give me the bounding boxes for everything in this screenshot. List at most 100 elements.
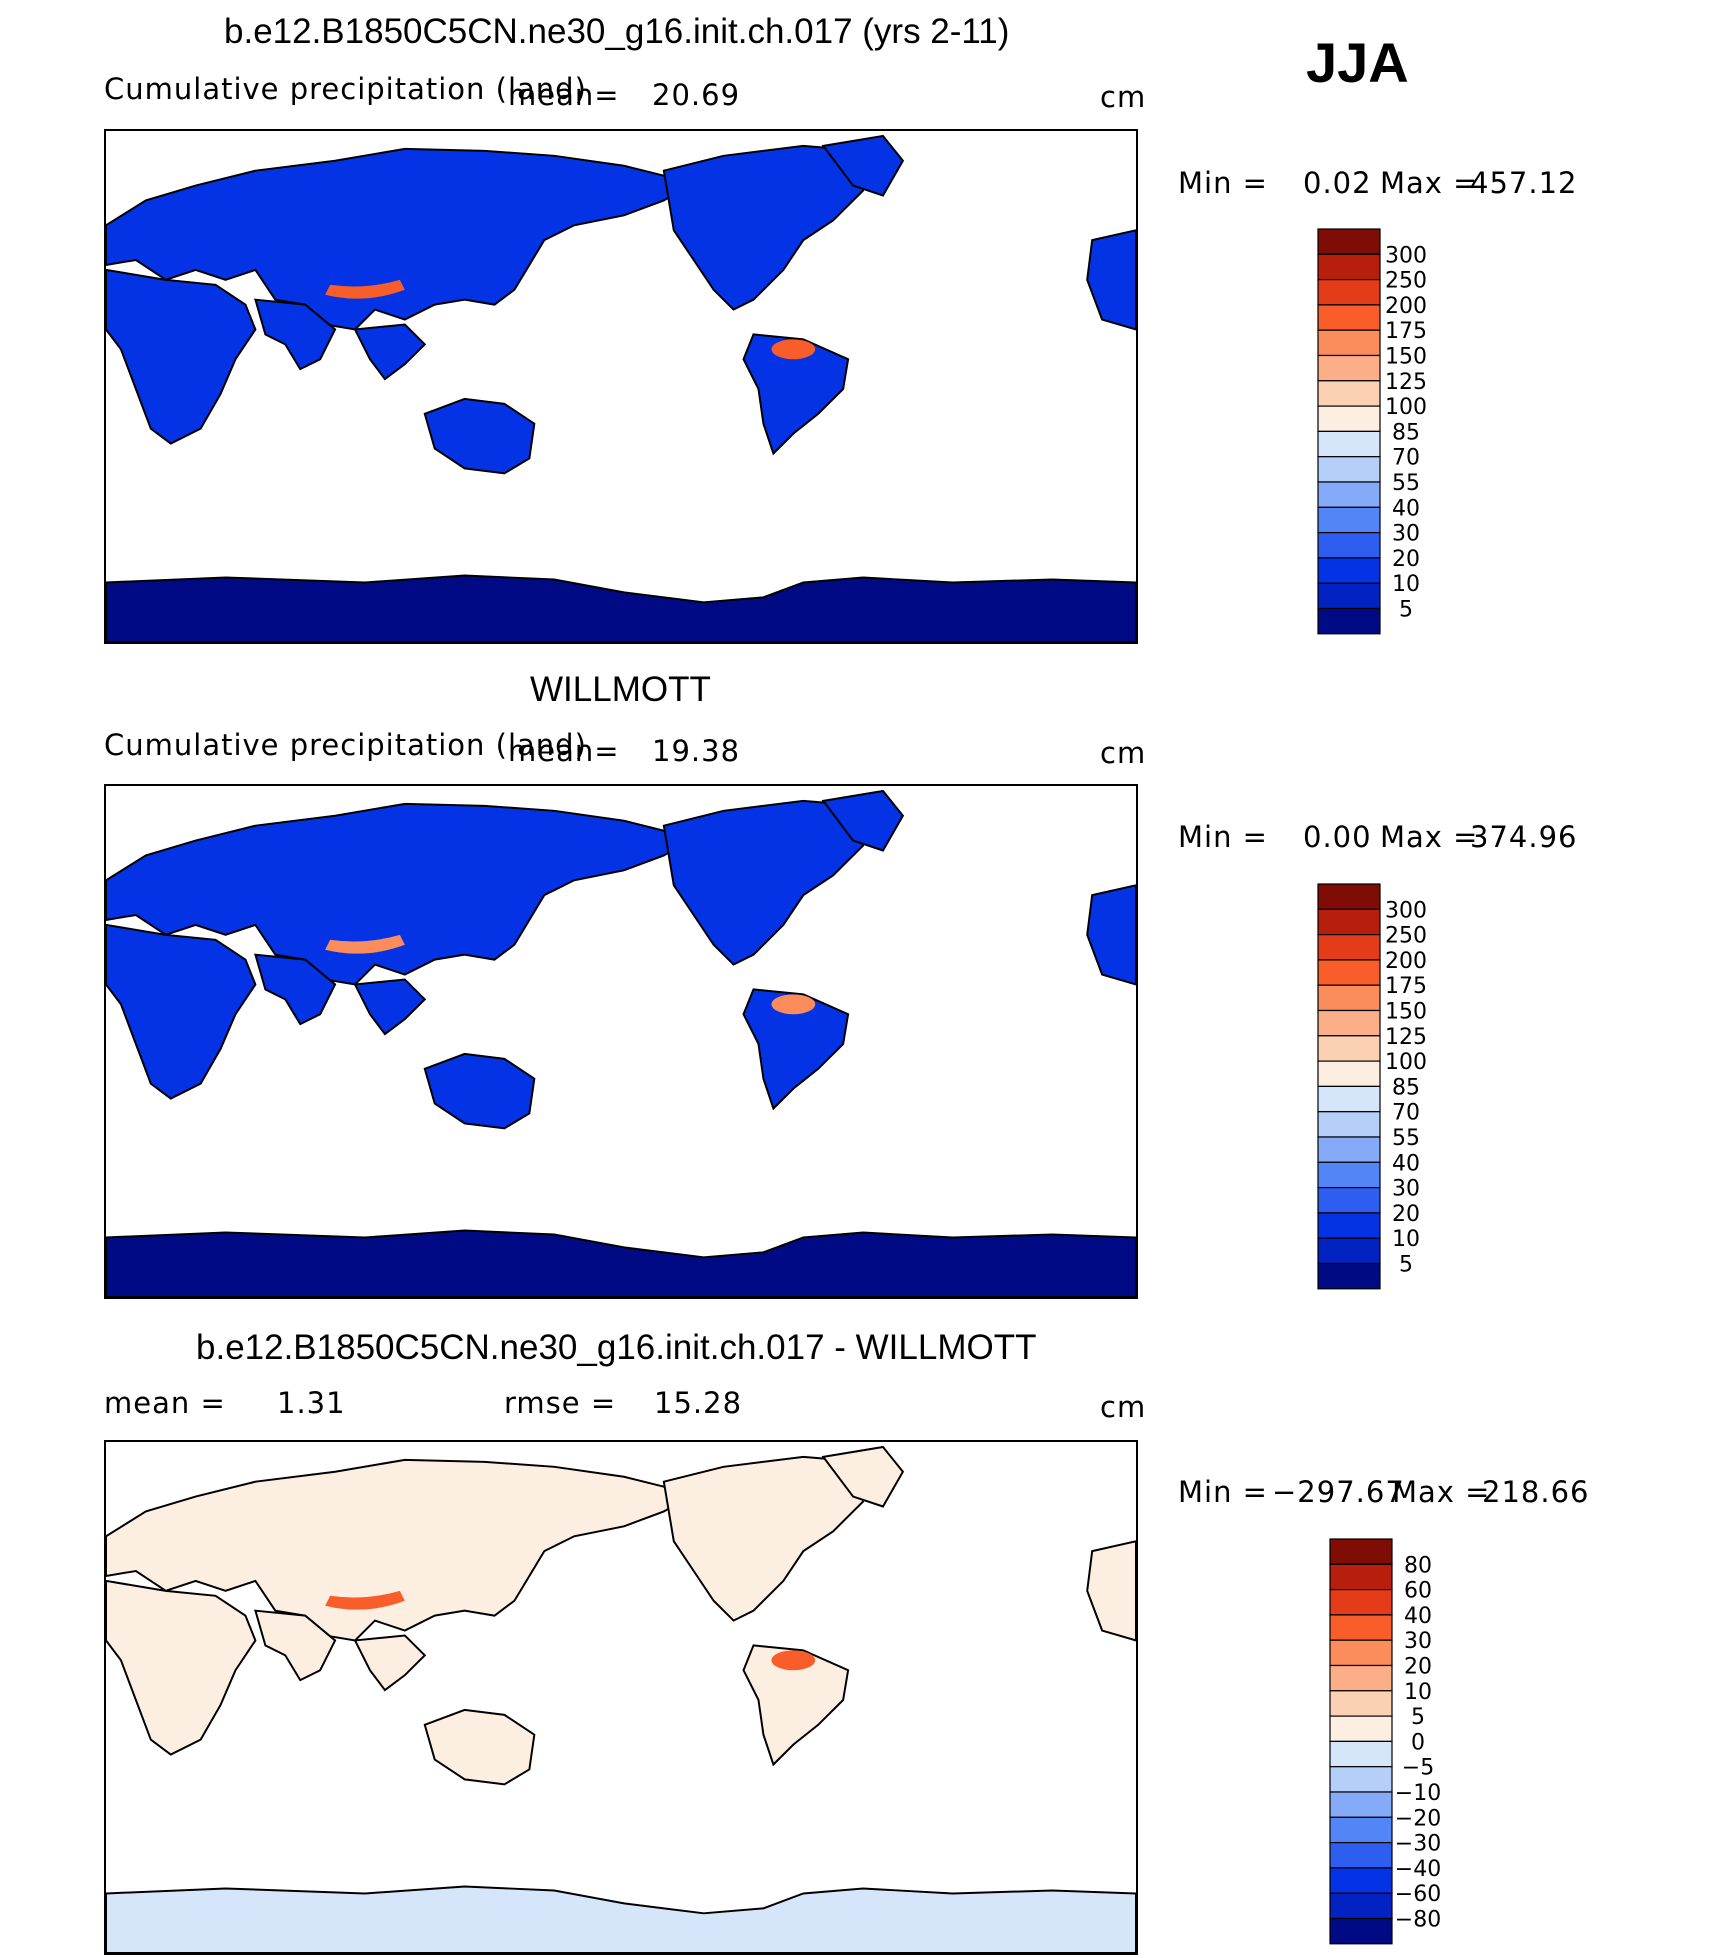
colorbar-tick-label: 30 xyxy=(1404,1629,1432,1654)
amazon-feature xyxy=(771,1650,816,1671)
colorbar-tick-label: 85 xyxy=(1392,420,1420,445)
colorbar-tick-label: 80 xyxy=(1404,1553,1432,1578)
panel-3-max-value: 218.66 xyxy=(1482,1475,1590,1509)
colorbar-tick-label: 200 xyxy=(1385,294,1427,319)
colorbar-tick-label: 85 xyxy=(1392,1075,1420,1100)
west-africa-edge-landmass xyxy=(1086,884,1136,986)
colorbar-box xyxy=(1329,1892,1393,1920)
west-africa-edge-landmass xyxy=(1086,229,1136,331)
panel-1-max-label: Max = xyxy=(1380,166,1479,200)
colorbar-box xyxy=(1329,1867,1393,1894)
panel-1-landmass xyxy=(106,134,1136,642)
colorbar-tick-label: 30 xyxy=(1392,522,1420,547)
colorbar-tick-label: −20 xyxy=(1395,1806,1441,1831)
south-america-landmass xyxy=(742,333,850,456)
colorbar-tick-label: 125 xyxy=(1385,1025,1427,1050)
panel-1-units: cm xyxy=(1100,80,1147,114)
europe-asia-landmass xyxy=(106,147,691,331)
africa-landmass xyxy=(106,268,257,445)
colorbar-box xyxy=(1329,1639,1393,1667)
europe-asia-landmass xyxy=(106,802,691,986)
colorbar-box xyxy=(1317,1035,1381,1062)
panel-1-mean-value: 20.69 xyxy=(652,78,741,112)
panel-1-min-label: Min = xyxy=(1178,166,1268,200)
colorbar-tick-label: 175 xyxy=(1385,319,1427,344)
colorbar-tick-label: 10 xyxy=(1392,1227,1420,1252)
antarctica-landmass xyxy=(106,1229,1136,1297)
panel-2-colorbar: 300 250 200 175 150 125 100 85 70 55 40 30 20 10 5 xyxy=(1317,883,1458,1294)
panel-3-map xyxy=(104,1440,1138,1955)
europe-asia-landmass xyxy=(106,1458,691,1642)
panel-2-min-value: 0.00 xyxy=(1303,820,1372,854)
colorbar-tick-label: 40 xyxy=(1392,496,1420,521)
colorbar-tick-label: 0 xyxy=(1411,1730,1425,1755)
panel-1-title: b.e12.B1850C5CN.ne30_g16.init.ch.017 (yr… xyxy=(224,12,1010,51)
panel-3-min-value: −297.67 xyxy=(1272,1475,1405,1509)
colorbar-tick-label: −60 xyxy=(1395,1882,1441,1907)
colorbar-box xyxy=(1329,1842,1393,1869)
colorbar-tick-label: 70 xyxy=(1392,1101,1420,1126)
panel-1-variable-label: Cumulative precipitation (land) xyxy=(104,72,587,106)
colorbar-box xyxy=(1317,1212,1381,1239)
west-africa-edge-landmass xyxy=(1086,1540,1136,1642)
colorbar-tick-label: 20 xyxy=(1392,1202,1420,1227)
panel-3-max-label: Max = xyxy=(1392,1475,1491,1509)
greenland-landmass xyxy=(821,789,905,852)
colorbar-box xyxy=(1317,228,1381,255)
colorbar-box xyxy=(1329,1816,1393,1844)
amazon-feature xyxy=(771,339,816,360)
colorbar-box xyxy=(1317,380,1381,407)
colorbar-box xyxy=(1317,405,1381,433)
southeast-asia-landmass xyxy=(353,323,427,381)
colorbar-box xyxy=(1317,607,1381,635)
panel-1-colorbar: 300 250 200 175 150 125 100 85 70 55 40 30 20 10 5 xyxy=(1317,228,1458,639)
colorbar-tick-label: 125 xyxy=(1385,370,1427,395)
colorbar-tick-label: 175 xyxy=(1385,974,1427,999)
colorbar-tick-label: 40 xyxy=(1392,1151,1420,1176)
colorbar-tick-label: −80 xyxy=(1395,1908,1441,1933)
colorbar-tick-label: 10 xyxy=(1404,1680,1432,1705)
colorbar-box xyxy=(1317,1085,1381,1113)
colorbar-tick-label: 150 xyxy=(1385,345,1427,370)
southeast-asia-landmass xyxy=(353,978,427,1036)
colorbar-box xyxy=(1317,1262,1381,1290)
southeast-asia-landmass xyxy=(353,1634,427,1692)
panel-3-mean-value: 1.31 xyxy=(277,1386,346,1420)
panel-2-landmass xyxy=(106,789,1136,1297)
panel-2-mean-value: 19.38 xyxy=(652,734,741,768)
panel-3-mean-label: mean = xyxy=(104,1386,226,1420)
colorbar-box xyxy=(1329,1917,1393,1945)
colorbar-box xyxy=(1317,481,1381,508)
colorbar-box xyxy=(1317,532,1381,559)
panel-1-max-value: 457.12 xyxy=(1470,166,1578,200)
north-america-landmass xyxy=(662,1455,865,1622)
africa-landmass xyxy=(106,1579,257,1756)
north-america-landmass xyxy=(662,799,865,966)
colorbar-tick-label: 55 xyxy=(1392,471,1420,496)
colorbar-tick-label: 250 xyxy=(1385,269,1427,294)
colorbar-box xyxy=(1329,1563,1393,1591)
colorbar-box xyxy=(1317,1009,1381,1037)
colorbar-box xyxy=(1329,1588,1393,1616)
panel-2-min-label: Min = xyxy=(1178,820,1268,854)
himalaya-feature xyxy=(325,1590,405,1610)
panel-1-map-svg xyxy=(106,134,1136,642)
colorbar-box xyxy=(1317,557,1381,584)
colorbar-tick-label: 40 xyxy=(1404,1604,1432,1629)
colorbar-tick-label: −5 xyxy=(1402,1756,1434,1781)
colorbar-box xyxy=(1317,304,1381,331)
colorbar-box xyxy=(1317,430,1381,458)
colorbar-box xyxy=(1329,1538,1393,1565)
panel-2-variable-label: Cumulative precipitation (land) xyxy=(104,728,587,762)
australia-landmass xyxy=(423,1052,536,1130)
colorbar-tick-label: 100 xyxy=(1385,1050,1427,1075)
colorbar-tick-label: 300 xyxy=(1385,898,1427,923)
himalaya-feature xyxy=(325,279,405,299)
greenland-landmass xyxy=(821,134,905,197)
colorbar-box xyxy=(1317,959,1381,986)
colorbar-box xyxy=(1329,1766,1393,1793)
colorbar-box xyxy=(1317,278,1381,306)
